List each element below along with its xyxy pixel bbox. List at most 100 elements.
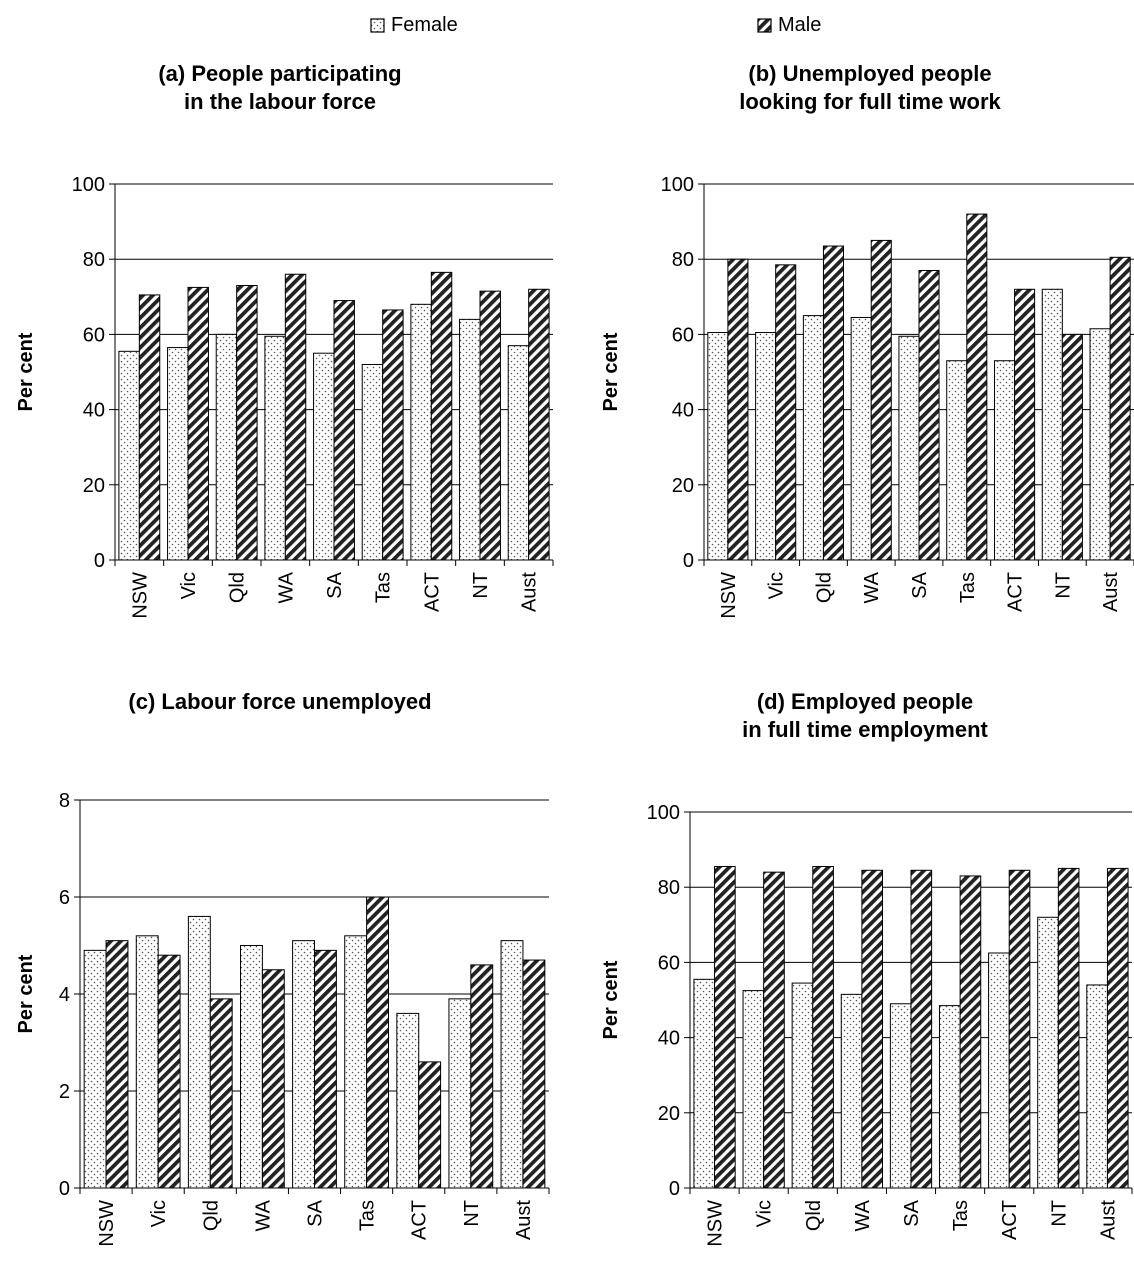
y-tick-label: 100 <box>647 802 680 824</box>
x-tick-label-wa: WA <box>252 1199 274 1231</box>
y-axis-label-c: Per cent <box>15 954 37 1033</box>
x-tick-label-nsw: NSW <box>96 1200 118 1247</box>
bar-female-nsw <box>707 332 729 561</box>
bar-male-aust <box>522 959 546 1189</box>
legend-swatch-male <box>757 17 772 33</box>
x-tick-label-tas: Tas <box>957 572 979 603</box>
x-tick-label-sa: SA <box>909 571 931 598</box>
bar-male-vic <box>775 264 797 561</box>
bar-female-tas <box>938 1005 961 1189</box>
y-tick-label: 80 <box>658 877 680 899</box>
y-tick-label: 80 <box>83 249 105 271</box>
bar-female-qld <box>802 315 824 561</box>
bar-male-wa <box>870 239 892 561</box>
y-tick-label: 40 <box>83 400 105 422</box>
bar-female-act <box>396 1012 420 1189</box>
x-tick-label-wa: WA <box>275 571 297 603</box>
bar-male-nt <box>1057 867 1080 1189</box>
bar-male-vic <box>763 871 785 1189</box>
x-tick-label-qld: Qld <box>227 572 249 603</box>
x-tick-label-wa: WA <box>852 1199 874 1231</box>
bar-male-qld <box>822 245 845 561</box>
bar-male-aust <box>1109 256 1131 561</box>
legend-label-female: Female <box>391 14 458 36</box>
bar-male-act <box>1014 288 1036 561</box>
y-tick-label: 0 <box>94 550 105 572</box>
legend-item-male: Male <box>757 14 821 37</box>
bar-female-sa <box>889 1003 912 1189</box>
y-tick-label: 60 <box>672 324 694 346</box>
y-tick-label: 2 <box>59 1081 70 1103</box>
bar-female-sa <box>292 940 316 1189</box>
x-tick-label-vic: Vic <box>766 572 788 599</box>
x-tick-label-nt: NT <box>1052 572 1074 599</box>
bar-female-act <box>993 360 1016 561</box>
x-tick-label-nt: NT <box>1048 1200 1070 1227</box>
bar-female-wa <box>264 335 286 561</box>
y-tick-label: 6 <box>59 887 70 909</box>
y-tick-label: 100 <box>72 174 105 196</box>
y-tick-label: 0 <box>669 1178 680 1200</box>
chart-title-b: (b) Unemployed people looking for full ti… <box>739 61 1001 114</box>
y-tick-label: 20 <box>672 475 694 497</box>
bar-male-qld <box>236 285 258 561</box>
y-axis-label-a: Per cent <box>15 332 37 411</box>
y-tick-label: 20 <box>658 1103 680 1125</box>
bar-male-wa <box>261 969 285 1189</box>
x-tick-label-sa: SA <box>324 571 346 598</box>
bar-male-vic <box>187 286 209 561</box>
bar-female-tas <box>946 360 968 561</box>
bar-male-sa <box>333 300 355 561</box>
x-tick-label-vic: Vic <box>148 1200 170 1227</box>
x-tick-label-qld: Qld <box>813 572 835 603</box>
bar-female-nsw <box>83 949 107 1189</box>
x-tick-label-nsw: NSW <box>129 572 151 619</box>
bar-female-sa <box>898 335 920 561</box>
y-axis-label-b: Per cent <box>600 332 622 411</box>
x-tick-label-nt: NT <box>470 572 492 599</box>
chart-title-d: (d) Employed people in full time employme… <box>742 689 988 742</box>
bar-male-nt <box>470 964 494 1189</box>
x-tick-label-wa: WA <box>861 571 883 603</box>
bar-female-nsw <box>118 350 140 561</box>
chart-title-c: (c) Labour force unemployed <box>128 689 432 714</box>
bar-male-wa <box>284 273 307 561</box>
bar-female-vic <box>167 347 189 561</box>
x-tick-label-act: ACT <box>999 1200 1021 1240</box>
x-tick-label-aust: Aust <box>1100 572 1122 612</box>
x-tick-label-qld: Qld <box>803 1200 825 1231</box>
y-tick-label: 20 <box>83 475 105 497</box>
bar-female-nt <box>1041 288 1063 561</box>
bar-female-qld <box>187 915 211 1189</box>
bar-male-aust <box>528 288 550 561</box>
x-tick-label-vic: Vic <box>754 1200 776 1227</box>
bar-male-tas <box>382 309 404 561</box>
y-tick-label: 0 <box>683 550 694 572</box>
bar-female-tas <box>344 935 368 1189</box>
bar-female-act <box>410 303 432 561</box>
y-tick-label: 100 <box>661 174 694 196</box>
x-tick-label-tas: Tas <box>357 1200 379 1231</box>
bar-female-wa <box>840 993 863 1189</box>
x-tick-label-sa: SA <box>305 1199 327 1226</box>
bar-male-qld <box>812 866 834 1189</box>
bar-male-sa <box>918 269 940 561</box>
bar-male-nsw <box>714 866 736 1189</box>
y-tick-label: 4 <box>59 984 70 1006</box>
bar-male-tas <box>966 213 988 561</box>
y-tick-label: 0 <box>59 1178 70 1200</box>
x-tick-label-aust: Aust <box>513 1200 535 1240</box>
x-tick-label-tas: Tas <box>950 1200 972 1231</box>
x-tick-label-tas: Tas <box>373 572 395 603</box>
bar-female-nt <box>1037 916 1059 1189</box>
y-tick-label: 60 <box>83 324 105 346</box>
chart-legend: Female Male <box>0 0 1134 50</box>
legend-swatch-female <box>370 17 385 33</box>
bar-male-sa <box>314 949 337 1189</box>
x-tick-label-act: ACT <box>409 1200 431 1240</box>
bar-female-vic <box>755 332 777 561</box>
x-tick-label-sa: SA <box>901 1199 923 1226</box>
